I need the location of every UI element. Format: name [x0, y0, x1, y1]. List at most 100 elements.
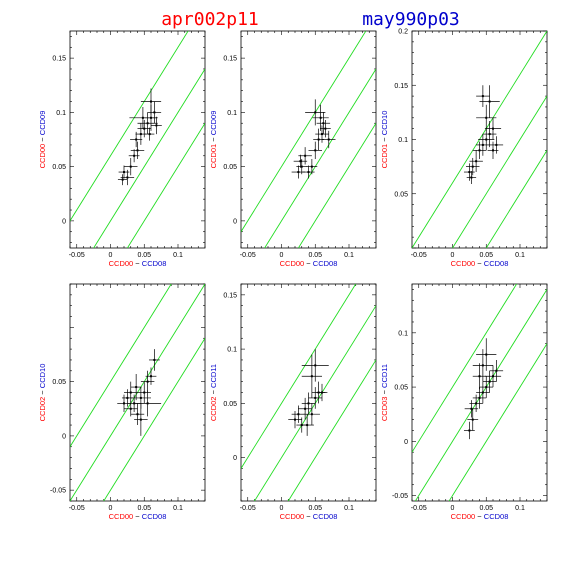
point-marker: [314, 364, 317, 367]
header-title-left: apr002p11: [161, 9, 259, 30]
x-axis-label-part: CCD08: [313, 512, 338, 521]
point-marker: [129, 407, 132, 410]
x-tick-label: 0.05: [308, 505, 322, 512]
point-marker: [324, 127, 327, 130]
header-title-right: may990p03: [362, 9, 460, 30]
point-marker: [322, 122, 325, 125]
point-marker: [121, 178, 124, 181]
y-axis-label-part: CCD10: [38, 364, 47, 389]
data-point: [124, 381, 138, 404]
ticks: [69, 283, 206, 502]
x-tick-label: -0.05: [69, 505, 85, 512]
data-point: [478, 128, 495, 151]
point-marker: [492, 149, 494, 152]
y-tick-label: 0: [62, 433, 66, 440]
ticks: [240, 283, 377, 502]
point-marker: [153, 358, 156, 361]
point-marker: [481, 391, 484, 394]
y-axis-label: CCD01 − CCD10: [380, 111, 389, 169]
point-marker: [485, 353, 488, 356]
guide-line: [70, 284, 172, 447]
data-point: [476, 338, 497, 371]
y-axis-label-part: −: [380, 135, 389, 144]
point-marker: [485, 138, 488, 141]
y-axis-label-part: CCD02: [209, 397, 218, 422]
guide-line: [93, 68, 205, 248]
y-tick-label: 0.05: [52, 164, 66, 171]
x-tick-label: 0.1: [515, 252, 525, 259]
data-point: [296, 159, 308, 175]
y-axis-label-part: CCD02: [38, 397, 47, 422]
y-tick-label: 0.15: [394, 83, 408, 90]
guide-line: [70, 31, 189, 222]
data-point: [489, 359, 504, 382]
y-axis-label-part: CCD09: [38, 111, 47, 136]
data-point: [140, 370, 155, 393]
data-point: [147, 101, 162, 124]
x-tick-label: 0.05: [137, 505, 151, 512]
data-point: [301, 392, 316, 415]
y-axis-label: CCD02 − CCD10: [38, 364, 47, 422]
y-tick-label: 0.1: [227, 347, 237, 354]
data-point: [322, 130, 336, 149]
ticks: [411, 30, 548, 249]
y-axis-label-part: −: [38, 388, 47, 397]
data-point: [319, 119, 331, 138]
x-axis-label: CCD00 − CCD08: [451, 259, 509, 268]
x-axis-label: CCD00 − CCD08: [109, 259, 167, 268]
data-point: [137, 381, 151, 404]
point-marker: [129, 391, 132, 394]
data-point: [472, 363, 487, 390]
x-axis-label-part: CCD08: [313, 259, 338, 268]
y-tick-label: -0.05: [50, 488, 66, 495]
point-marker: [481, 364, 484, 367]
data-point: [130, 374, 142, 401]
data-point: [301, 354, 322, 398]
point-marker: [126, 396, 129, 399]
y-axis-label-part: CCD09: [209, 111, 218, 136]
data-point: [135, 123, 147, 145]
point-marker: [468, 171, 471, 174]
ticks: [69, 31, 206, 248]
y-axis-label-part: −: [209, 388, 218, 397]
point-marker: [492, 127, 494, 130]
data-point: [301, 349, 329, 382]
point-marker: [299, 160, 302, 163]
point-marker: [481, 95, 484, 98]
data-point: [472, 141, 487, 160]
x-tick-label: 0.05: [479, 505, 493, 512]
point-marker: [488, 380, 491, 383]
x-axis-label-part: −: [133, 259, 142, 268]
point-marker: [310, 375, 313, 378]
x-axis-label-part: CCD08: [142, 259, 167, 268]
y-tick-label: 0.2: [398, 29, 408, 36]
data-point: [130, 141, 145, 160]
point-marker: [129, 165, 132, 168]
data-point: [466, 157, 480, 176]
data-point: [466, 170, 477, 184]
data-point: [476, 104, 497, 131]
point-marker: [139, 396, 142, 399]
y-tick-label: -0.05: [392, 493, 408, 500]
data-point: [124, 157, 138, 176]
guide-line: [412, 284, 518, 453]
y-axis-label-part: CCD00: [38, 144, 47, 169]
data-point: [487, 141, 499, 160]
data-point: [298, 397, 312, 420]
point-marker: [146, 122, 149, 125]
data-point: [315, 125, 329, 143]
x-tick-label: 0.1: [173, 252, 183, 259]
point-marker: [314, 396, 317, 399]
data-point: [476, 381, 490, 404]
point-marker: [136, 413, 139, 416]
x-tick-label: 0.05: [308, 252, 322, 259]
point-marker: [304, 407, 307, 410]
point-marker: [481, 143, 484, 146]
y-tick-label: 0.15: [223, 56, 237, 63]
point-marker: [478, 396, 481, 399]
data-point: [140, 88, 162, 115]
